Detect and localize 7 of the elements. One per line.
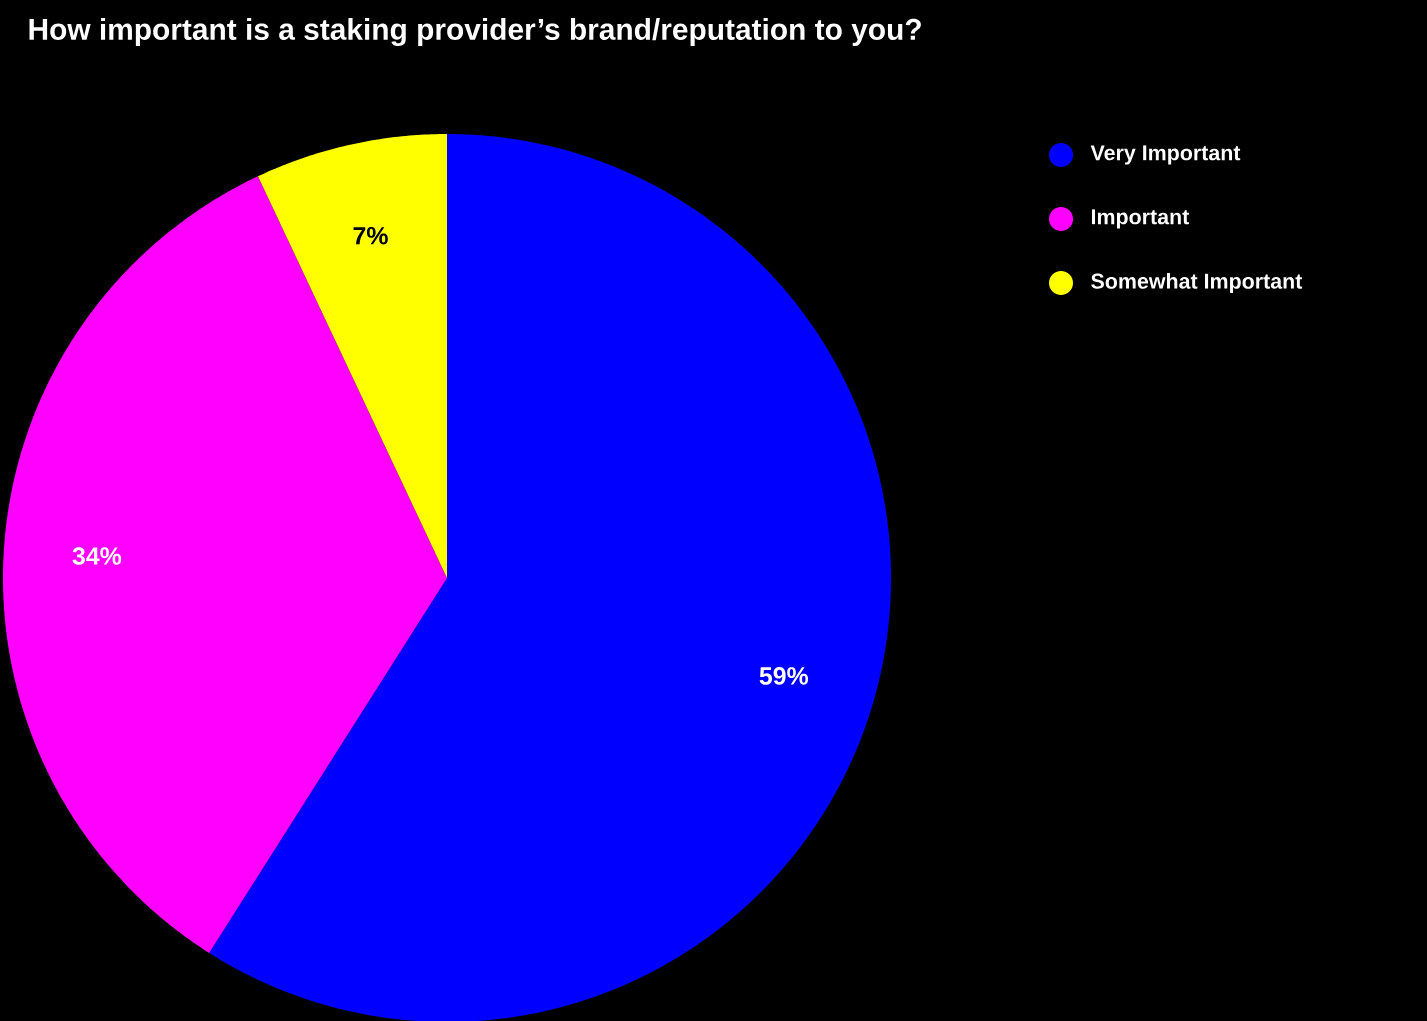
legend-label: Very Important	[1090, 145, 1241, 165]
chart-title: How important is a staking provider’s brand/reputation to you?	[29, 18, 921, 46]
data-label: 59%	[759, 667, 809, 685]
legend-label: Important	[1091, 209, 1190, 229]
data-label: 7%	[353, 226, 388, 245]
legend-label: Somewhat Important	[1091, 273, 1303, 293]
data-label: 34%	[72, 547, 122, 565]
